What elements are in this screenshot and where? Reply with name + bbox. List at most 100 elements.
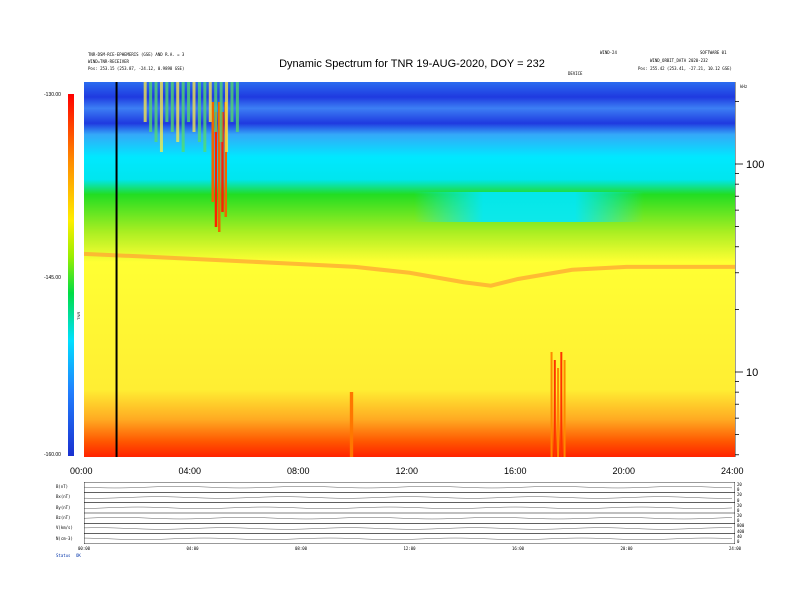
panel-right-tick: 20 xyxy=(737,513,742,518)
burst-streak xyxy=(550,352,553,457)
panel-trace xyxy=(84,527,733,530)
chart-title: Dynamic Spectrum for TNR 19-AUG-2020, DO… xyxy=(279,58,545,70)
panel-time-axis: 00:00 04:00 08:00 12:00 16:00 20:00 24:00 xyxy=(0,546,792,554)
header-right-line2: SOFTWARE 01 xyxy=(700,50,727,55)
plasma-line-group xyxy=(84,251,735,288)
right-axis xyxy=(735,82,743,457)
panel-right-ticks: 20 0 20 0 20 0 20 0 800 400 40 0 xyxy=(737,482,757,544)
panel-label: By(nT) xyxy=(56,504,71,510)
burst-streak xyxy=(217,102,221,232)
colorbar xyxy=(68,94,74,456)
panel-right-tick: 0 xyxy=(737,507,740,513)
burst-speckle xyxy=(176,82,180,142)
burst-speckle xyxy=(181,82,185,152)
burst-streak xyxy=(211,102,214,202)
burst-speckle xyxy=(159,82,163,152)
panel-time-tick: 12:00 xyxy=(403,546,416,551)
right-axis-label-100: 100 xyxy=(746,159,765,171)
burst-streak xyxy=(557,368,560,457)
burst-speckle xyxy=(154,82,158,142)
colorbar-bottom-label: -160.00 xyxy=(44,452,61,458)
cyan-dip-region xyxy=(414,192,644,222)
parameter-panels xyxy=(84,482,735,544)
panel-labels: B(nT) Bx(nT) By(nT) Bz(nT) V(km/s) N(cm-3) xyxy=(56,482,84,544)
burst-speckle xyxy=(192,82,196,132)
colorbar-top-label: -130.00 xyxy=(44,92,61,98)
panel-right-tick: 20 xyxy=(737,492,742,498)
panel-right-tick: 0 xyxy=(737,518,740,524)
burst-streak xyxy=(351,392,354,457)
panel-right-tick: 20 xyxy=(737,502,742,508)
panel-label: N(cm-3) xyxy=(56,535,73,541)
burst-speckle xyxy=(143,82,147,122)
panel-right-tick: 400 xyxy=(737,528,745,534)
header-right-line3: WIND_ORBIT_DATA 2020-232 xyxy=(650,58,708,63)
time-axis-label: 12:00 xyxy=(395,466,419,476)
burst-group xyxy=(143,82,566,457)
burst-speckle xyxy=(230,82,234,122)
burst-streak xyxy=(553,360,556,457)
burst-speckle xyxy=(197,82,201,142)
plasma-line xyxy=(84,251,735,288)
panel-trace xyxy=(84,517,733,520)
footer-value: OK xyxy=(76,553,81,558)
time-axis-label: 20:00 xyxy=(612,466,636,476)
panel-label: Bz(nT) xyxy=(56,515,71,520)
burst-streak xyxy=(563,360,566,457)
header-right-pos-label: Pos: xyxy=(638,66,648,71)
burst-streak xyxy=(224,102,228,217)
burst-speckle xyxy=(219,82,223,142)
header-left-pos-value: 253.15 (253.87, -24.12, 0.9898 GSE) xyxy=(100,66,185,71)
panel-right-tick: 20 xyxy=(737,482,742,487)
header-right-pos-value: 255.42 (253.41, -27.21, 10.12 GSE) xyxy=(650,66,732,71)
header-left-pos-label: Pos: xyxy=(88,66,98,71)
header-corner-small: kHz xyxy=(740,84,748,89)
spectrogram xyxy=(84,82,735,457)
burst-streak xyxy=(349,392,352,457)
panel-label: Bx(nT) xyxy=(56,494,71,500)
burst-speckle xyxy=(225,82,229,152)
burst-streak xyxy=(214,112,218,227)
burst-streak xyxy=(560,352,563,457)
header-left-line3: Pos: 253.15 (253.87, -24.12, 0.9898 GSE) xyxy=(88,66,184,71)
panel-time-tick: 04:00 xyxy=(186,546,199,551)
panel-trace xyxy=(84,486,733,489)
time-axis-label: 08:00 xyxy=(287,466,310,476)
burst-speckle xyxy=(214,82,218,132)
panel-label: V(km/s) xyxy=(56,525,73,531)
header-left-line1: TNR-DSM-RCE-EPHEMERIS (GSE) AND R.A. = 3 xyxy=(88,52,185,57)
time-axis-label: 04:00 xyxy=(178,466,202,476)
burst-speckle xyxy=(165,82,169,122)
panel-time-tick: 00:00 xyxy=(78,546,91,551)
panel-time-tick: 16:00 xyxy=(512,546,525,551)
header-center-small: DEVICE xyxy=(568,71,583,76)
panel-time-tick: 24:00 xyxy=(729,546,742,551)
panel-trace xyxy=(84,506,733,509)
burst-speckle xyxy=(208,82,212,122)
panel-right-tick: 0 xyxy=(737,487,740,493)
colorbar-side-label: TNR xyxy=(76,311,81,320)
header-right-line1: WIND-24 xyxy=(600,50,617,55)
panel-right-tick: 800 xyxy=(737,523,745,529)
panel-trace xyxy=(84,496,733,499)
colorbar-mid-label: -145.00 xyxy=(44,275,61,281)
time-axis-label: 00:00 xyxy=(70,466,93,476)
header-left-line2: WIND=TNR-RECEIVER xyxy=(88,59,129,64)
burst-streak xyxy=(221,112,224,212)
panel-time-tick: 20:00 xyxy=(620,546,633,551)
spectrogram-background xyxy=(84,82,735,457)
burst-speckle xyxy=(170,82,174,132)
panel-right-tick: 0 xyxy=(737,538,740,544)
footer-label: Status xyxy=(56,553,71,558)
panel-right-tick: 40 xyxy=(737,533,742,539)
burst-speckle xyxy=(235,82,239,132)
header-right-line4: Pos: 255.42 (253.41, -27.21, 10.12 GSE) xyxy=(638,66,732,71)
burst-speckle xyxy=(187,82,191,122)
panel-label: B(nT) xyxy=(56,484,69,489)
panel-right-tick: 0 xyxy=(737,497,740,503)
time-axis-label: 16:00 xyxy=(504,466,527,476)
burst-speckle xyxy=(149,82,153,132)
panel-time-tick: 08:00 xyxy=(295,546,308,551)
panel-trace xyxy=(84,537,733,540)
right-axis-label-10: 10 xyxy=(746,367,759,379)
